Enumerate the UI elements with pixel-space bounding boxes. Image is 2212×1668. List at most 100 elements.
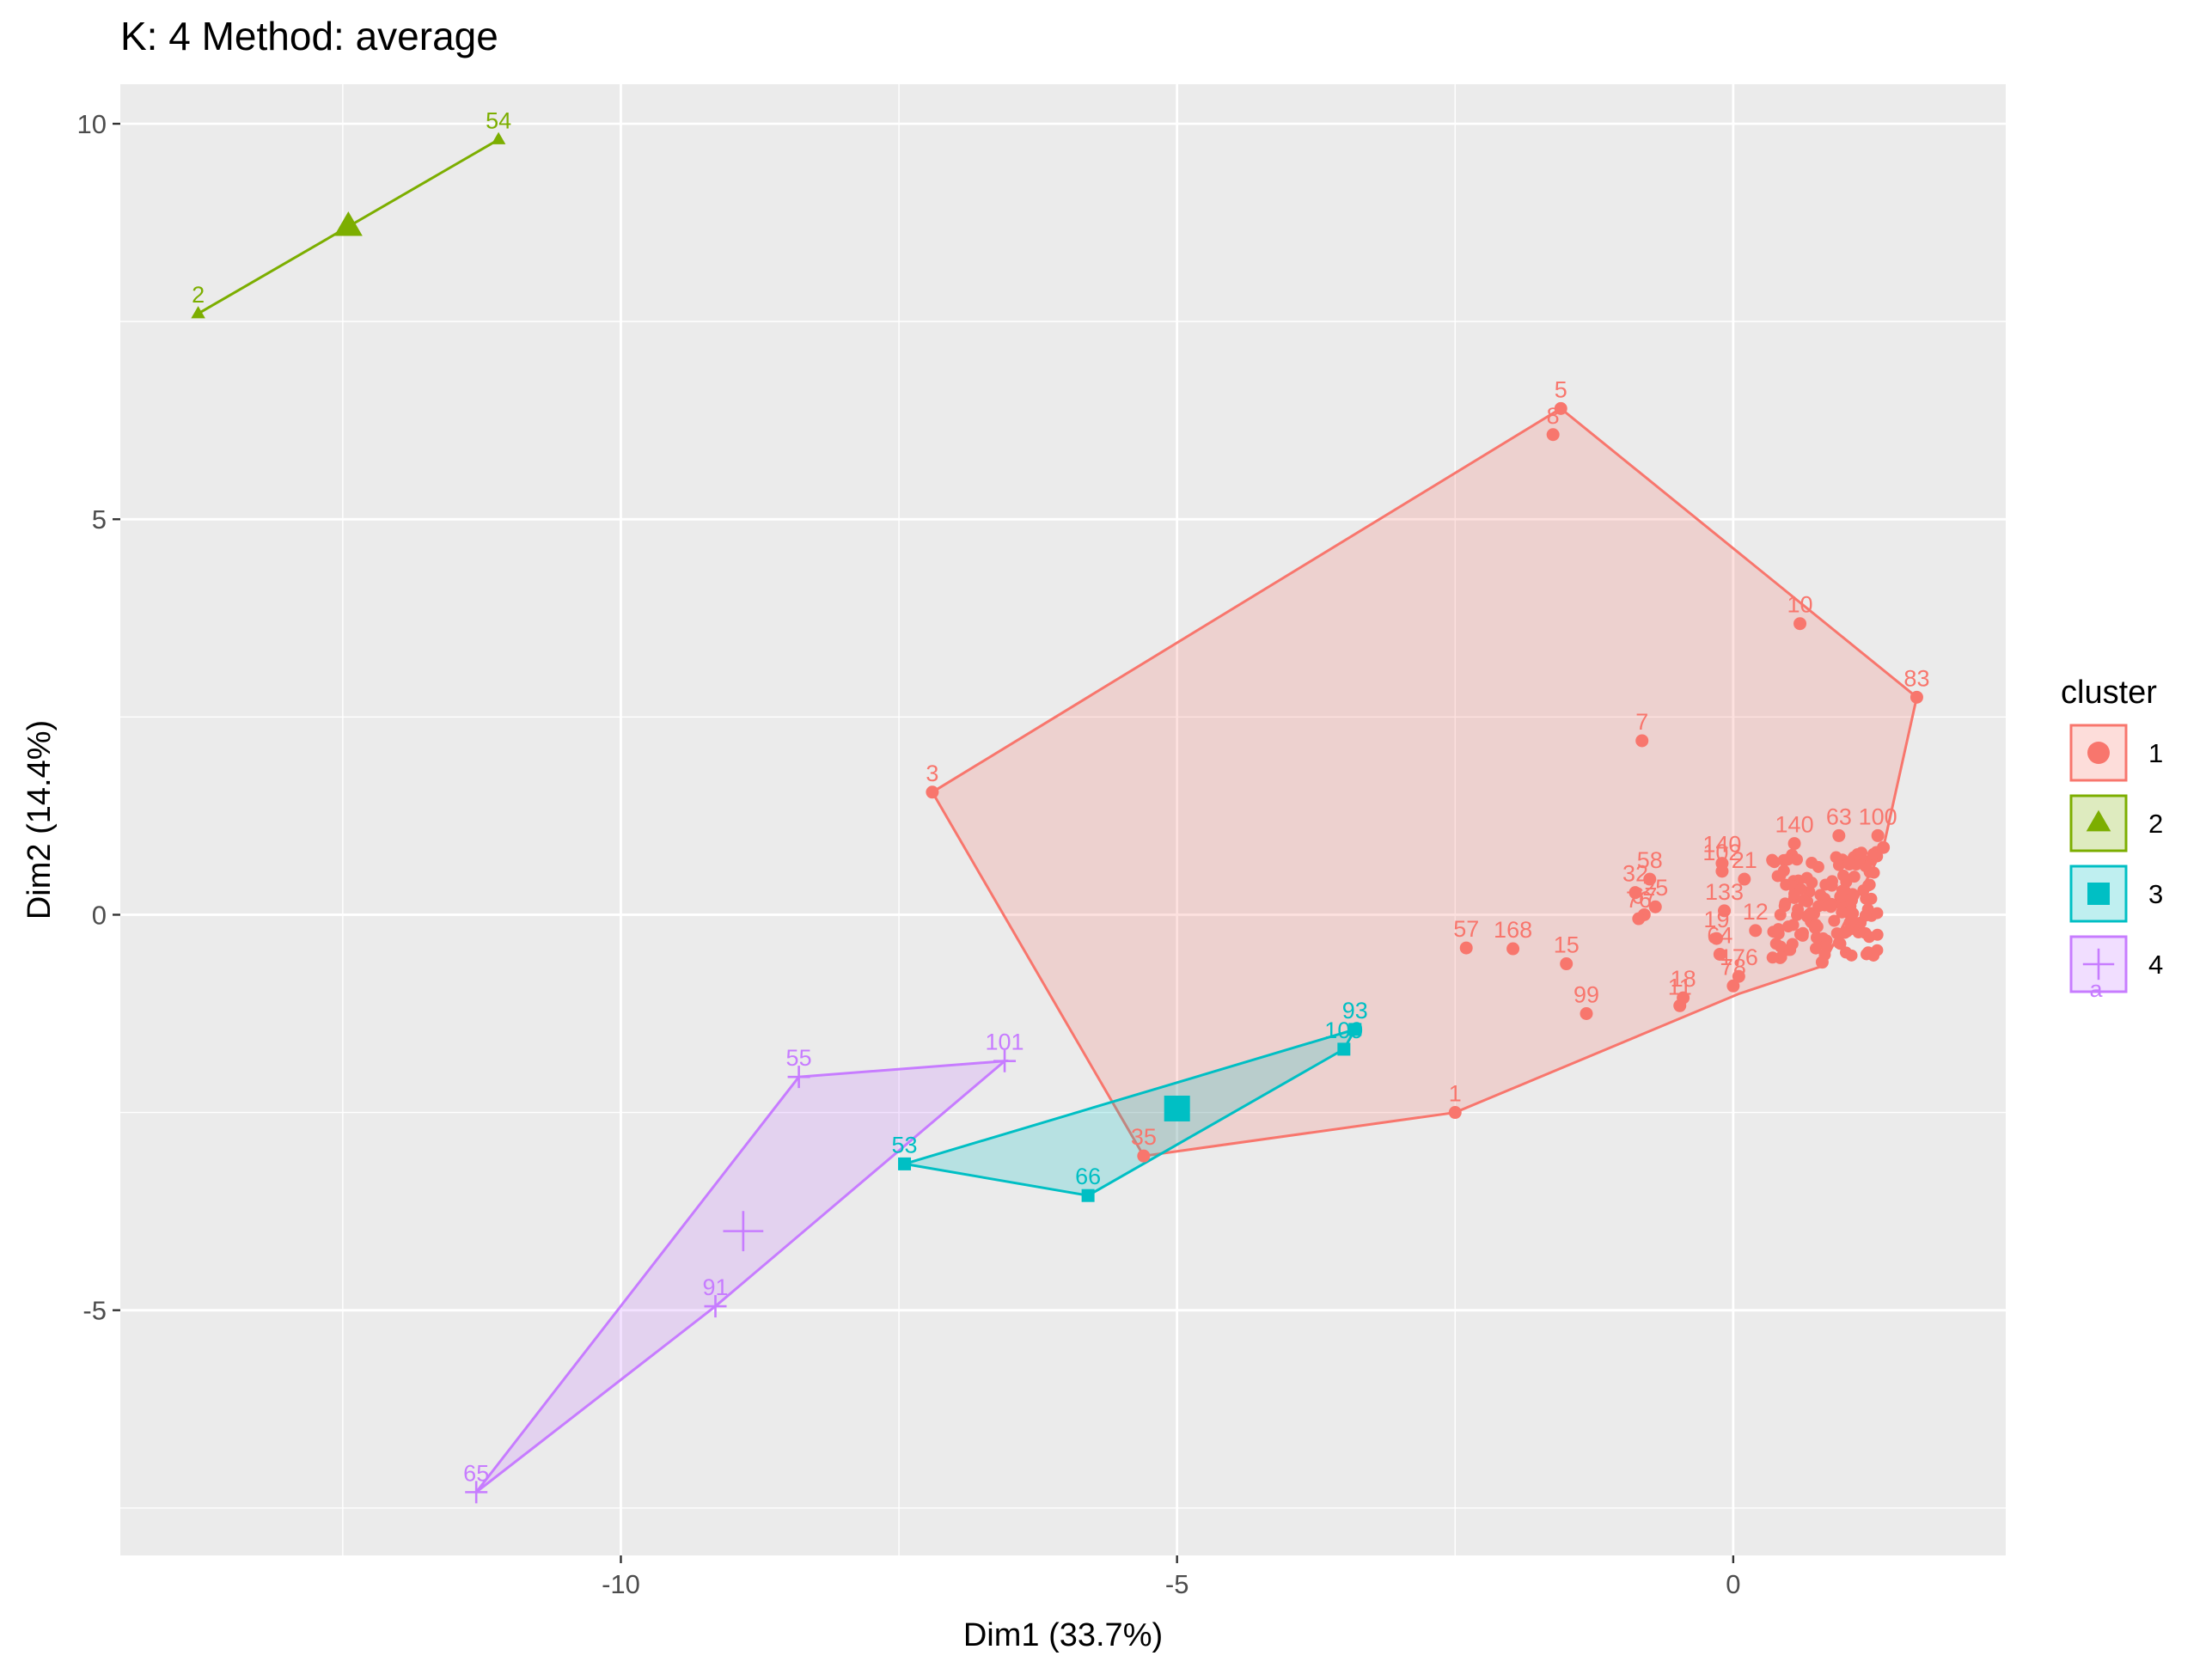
- cluster-1-core-point: [1774, 870, 1787, 883]
- point-label: 102: [1702, 840, 1741, 865]
- cluster-1-core-point: [1825, 875, 1838, 888]
- cluster-1-core-point: [1862, 879, 1875, 892]
- point-label: 78: [1720, 954, 1746, 980]
- cluster-4-point: [465, 1481, 488, 1504]
- x-axis-title: Dim1 (33.7%): [963, 1617, 1163, 1653]
- cluster-1-core-point: [1855, 846, 1868, 859]
- cluster-4-point: [993, 1049, 1017, 1072]
- x-tick-label: 0: [1726, 1569, 1740, 1599]
- point-label: 83: [1903, 665, 1929, 691]
- cluster-1-point: [1877, 840, 1891, 854]
- point-label: 109: [1324, 1017, 1363, 1043]
- point-label: 12: [1743, 899, 1769, 925]
- cluster-1-core-point: [1837, 869, 1850, 882]
- y-tick-label: 10: [77, 109, 107, 139]
- cluster-1-point: [1871, 828, 1885, 842]
- cluster-1-core-point: [1775, 950, 1787, 963]
- cluster-1-core-point: [1766, 951, 1779, 964]
- cluster-1-core-point: [1867, 866, 1880, 879]
- point-label: 168: [1494, 917, 1532, 943]
- point-label: 65: [463, 1460, 489, 1486]
- cluster-1-point: [1815, 956, 1829, 969]
- data-points: [191, 131, 1923, 1504]
- cluster-1-core-point: [1802, 908, 1815, 921]
- cluster-1-point: [1910, 690, 1923, 704]
- point-label: 100: [1859, 803, 1897, 829]
- point-label: 5: [1555, 376, 1567, 402]
- cluster-4-point: [787, 1066, 810, 1089]
- x-tick-label: -5: [1165, 1569, 1189, 1599]
- cluster-1-core-point: [1812, 900, 1825, 913]
- cluster-1-point: [1580, 1007, 1593, 1021]
- cluster-1-point: [1713, 947, 1726, 961]
- point-label: 21: [1732, 847, 1757, 873]
- legend-title: cluster: [2061, 675, 2157, 711]
- point-label: 101: [986, 1030, 1024, 1055]
- cluster-1-point: [1648, 900, 1662, 913]
- point-label: 63: [1826, 803, 1852, 829]
- cluster-1-point: [1448, 1106, 1462, 1120]
- cluster-1-point: [1832, 828, 1846, 842]
- point-label: 57: [1453, 916, 1479, 942]
- cluster-1-point: [1643, 872, 1657, 886]
- cluster-1-hull: [930, 406, 1919, 1158]
- cluster-1-core-point: [1871, 907, 1884, 920]
- y-tick-label: 5: [92, 504, 107, 535]
- point-label: 19: [1703, 907, 1729, 932]
- cluster-1-core-point: [1867, 847, 1879, 860]
- cluster-1-core-point: [1828, 914, 1841, 927]
- cluster-1-core-point: [1859, 909, 1872, 922]
- minor-gridlines: [120, 84, 2006, 1555]
- y-tick-label: 0: [92, 900, 107, 930]
- legend-key-box: [2069, 724, 2128, 782]
- legend: cluster 1 2 3 4 a: [2061, 675, 2163, 1002]
- legend-item-3: 3: [2069, 865, 2163, 923]
- cluster-1-core-point: [1806, 877, 1818, 889]
- legend-item-1: 1: [2069, 724, 2163, 782]
- point-label: 25: [1642, 875, 1668, 901]
- cluster-1-point: [1793, 617, 1807, 631]
- cluster-1-core-point: [1871, 944, 1884, 956]
- legend-key-symbol: [2086, 810, 2111, 832]
- y-axis-title: Dim2 (14.4%): [21, 720, 58, 920]
- chart-title: K: 4 Method: average: [120, 14, 498, 58]
- cluster-1-core-point: [1846, 913, 1859, 926]
- cluster-1-core-point: [1846, 888, 1859, 901]
- cluster-1-point: [1546, 428, 1560, 442]
- cluster-1-point: [1715, 865, 1729, 878]
- point-label: 15: [1554, 932, 1580, 958]
- point-label: 11: [1668, 974, 1692, 999]
- cluster-1-point: [1560, 957, 1573, 971]
- legend-label: 1: [2148, 738, 2163, 768]
- cluster-1-core-point: [1784, 944, 1797, 956]
- cluster-1-point: [1726, 979, 1740, 993]
- cluster-1-core-point: [1796, 926, 1809, 939]
- y-axis: -5 0 5 10: [77, 109, 120, 1326]
- legend-key-symbol: [2087, 742, 2110, 764]
- point-label: 3: [926, 761, 938, 786]
- cluster-1-core-point: [1794, 883, 1807, 895]
- x-tick-label: -10: [602, 1569, 640, 1599]
- cluster-1-core-point: [1790, 853, 1803, 866]
- point-label: 91: [702, 1274, 728, 1300]
- point-label: 53: [892, 1132, 918, 1158]
- legend-extra-label: a: [2089, 976, 2103, 1002]
- cluster-1-point: [1632, 912, 1646, 926]
- cluster-1-point: [1787, 837, 1801, 851]
- legend-label: 2: [2148, 809, 2163, 839]
- cluster-4-centroid: [723, 1211, 764, 1252]
- cluster-1-core-point: [1848, 871, 1861, 883]
- cluster-1-core-point: [1834, 938, 1847, 950]
- cluster-4-point: [704, 1295, 727, 1318]
- legend-key-symbol: [2082, 948, 2115, 981]
- cluster-1-point: [1506, 942, 1520, 956]
- legend-keys: 1 2 3 4: [2069, 724, 2163, 993]
- cluster-1-core-point: [1812, 860, 1824, 873]
- cluster-hulls: [197, 138, 1919, 1494]
- cluster-1-core-point: [1810, 942, 1823, 955]
- cluster-1-core-point: [1778, 900, 1791, 913]
- point-label: 140: [1775, 812, 1814, 838]
- cluster-1-point: [1718, 904, 1732, 918]
